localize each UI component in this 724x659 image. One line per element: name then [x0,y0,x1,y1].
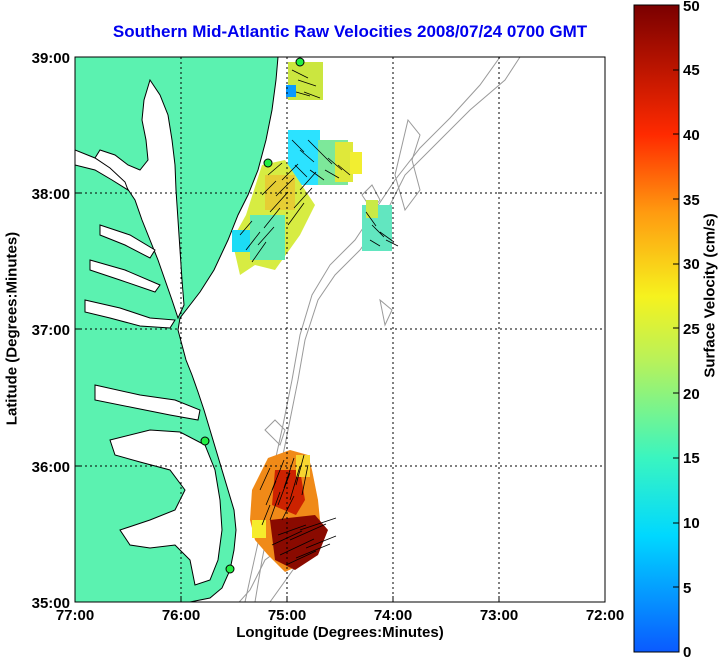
colorbar-tick: 20 [683,386,700,403]
lat-tick: 36:00 [32,459,70,476]
velocity-field-south [250,450,328,572]
colorbar-tick: 15 [683,450,700,467]
colorbar-tick: 0 [683,644,691,659]
lon-tick: 75:00 [268,607,306,624]
lon-tick: 72:00 [586,607,624,624]
lat-tick-labels: 39:00 38:00 37:00 36:00 35:00 [32,50,70,612]
x-axis-label: Longitude (Degrees:Minutes) [236,624,444,641]
colorbar-tick: 50 [683,0,700,15]
chesapeake-bay [94,78,185,320]
lat-tick: 38:00 [32,186,70,203]
velocity-arrows [239,69,399,566]
map-title: Southern Mid-Atlantic Raw Velocities 200… [112,22,588,41]
lat-tick: 35:00 [32,595,70,612]
colorbar-ticks: 0 5 10 15 20 25 30 35 40 45 50 [683,0,700,659]
lat-tick: 39:00 [32,50,70,67]
lon-tick: 76:00 [162,607,200,624]
velocity-field-north [232,62,392,275]
colorbar-tick: 35 [683,192,700,209]
colorbar-tick: 25 [683,321,700,338]
pamlico-sound [109,429,223,586]
lon-tick: 73:00 [480,607,518,624]
radar-sites [200,57,305,574]
lon-tick: 77:00 [56,607,94,624]
lat-tick: 37:00 [32,322,70,339]
colorbar [633,4,680,653]
colorbar-tick: 40 [683,127,700,144]
map-grid [75,57,605,602]
lon-tick: 74:00 [374,607,412,624]
lon-tick-labels: 77:00 76:00 75:00 74:00 73:00 72:00 [56,607,624,624]
colorbar-tick: 30 [683,256,700,273]
colorbar-tick: 5 [683,580,691,597]
colorbar-tick: 45 [683,62,700,79]
colorbar-tick: 10 [683,515,700,532]
